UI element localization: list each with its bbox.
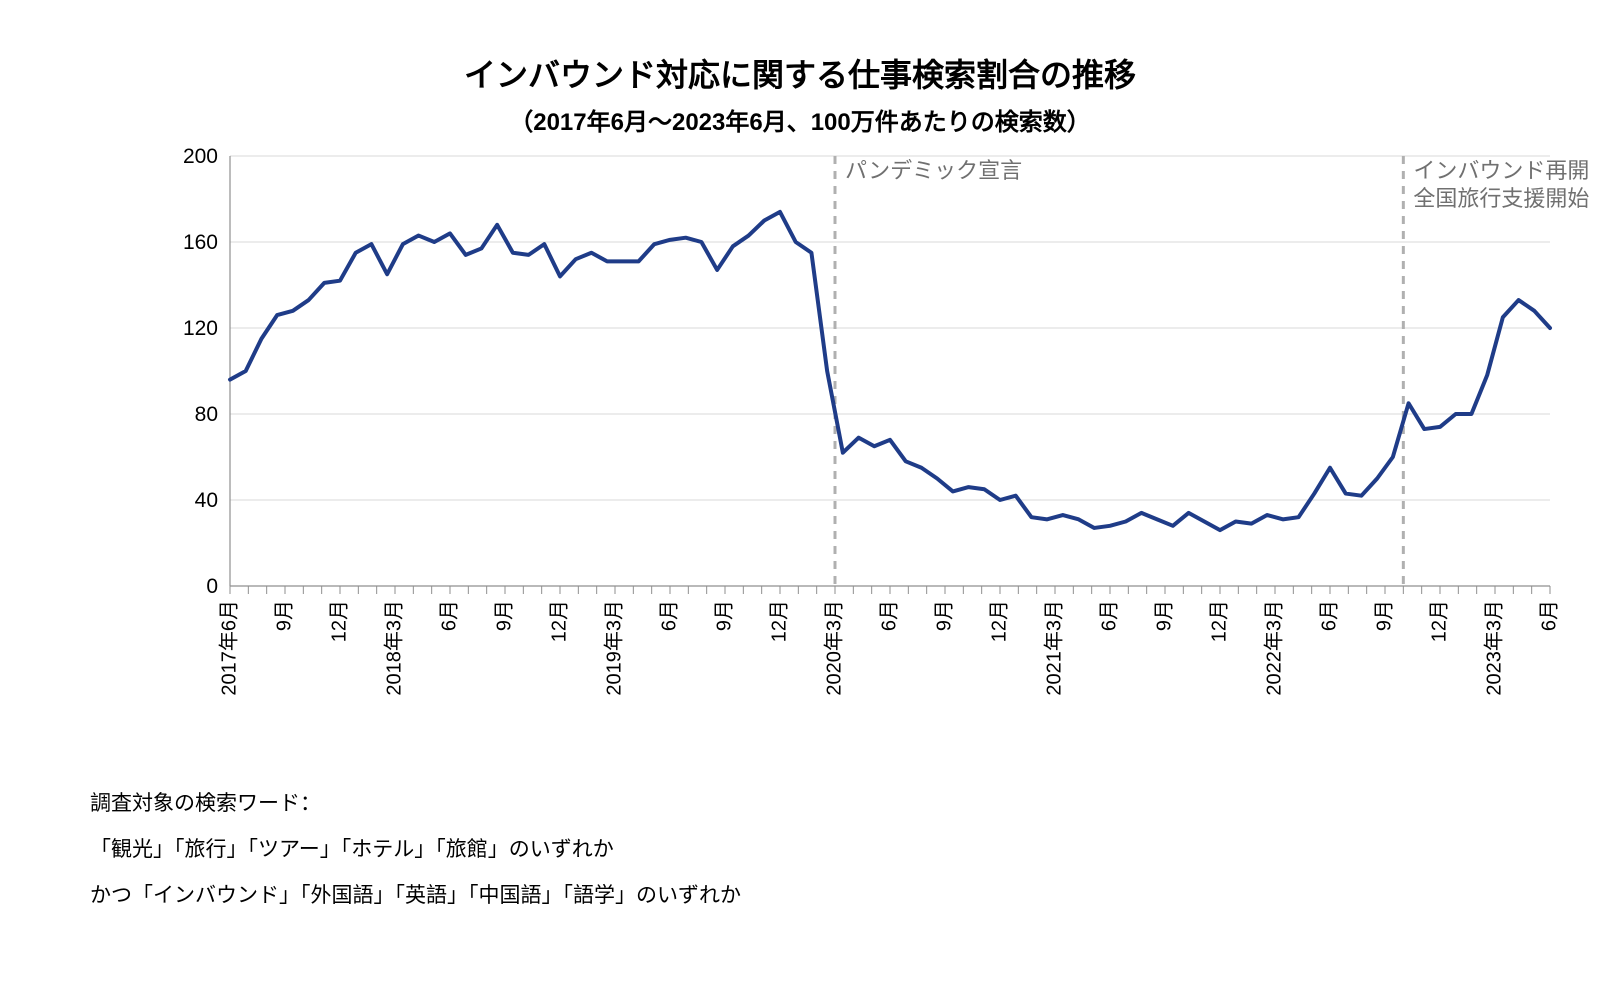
x-tick-label: 2023年3月 — [1482, 600, 1505, 696]
x-tick-label: 2020年3月 — [822, 600, 845, 696]
x-tick-label: 9月 — [933, 600, 955, 631]
x-tick-label: 12月 — [768, 600, 790, 642]
x-tick-label: 12月 — [1208, 600, 1230, 642]
x-tick-label: 9月 — [493, 600, 515, 631]
x-tick-label: 6月 — [1538, 600, 1560, 631]
y-tick-label: 120 — [183, 317, 218, 340]
x-tick-label: 2022年3月 — [1262, 600, 1285, 696]
chart-title: インバウンド対応に関する仕事検索割合の推移 — [60, 50, 1540, 96]
x-tick-label: 12月 — [548, 600, 570, 642]
x-tick-label: 6月 — [878, 600, 900, 631]
x-tick-label: 9月 — [273, 600, 295, 631]
chart-container: 040801201602002017年6月9月12月2018年3月6月9月12月… — [170, 151, 1520, 751]
event-marker-label: インバウンド再開 — [1413, 158, 1589, 183]
y-tick-label: 80 — [195, 403, 218, 426]
y-tick-label: 40 — [195, 489, 218, 512]
x-tick-label: 2018年3月 — [382, 600, 405, 696]
footnote-line: 「観光」「旅行」「ツアー」「ホテル」「旅館」のいずれか — [90, 827, 1540, 873]
footnotes: 調査対象の検索ワード： 「観光」「旅行」「ツアー」「ホテル」「旅館」のいずれか … — [90, 781, 1540, 920]
x-tick-label: 6月 — [658, 600, 680, 631]
x-tick-label: 6月 — [1098, 600, 1120, 631]
x-tick-label: 6月 — [1318, 600, 1340, 631]
x-tick-label: 12月 — [1428, 600, 1450, 642]
x-tick-label: 2017年6月 — [217, 600, 240, 696]
x-tick-label: 9月 — [1153, 600, 1175, 631]
x-tick-label: 2021年3月 — [1042, 600, 1065, 696]
event-marker-label: 全国旅行支援開始 — [1413, 186, 1589, 211]
y-tick-label: 160 — [183, 231, 218, 254]
event-marker-label: パンデミック宣言 — [845, 158, 1022, 183]
line-chart: 040801201602002017年6月9月12月2018年3月6月9月12月… — [170, 151, 1560, 746]
footnote-line: 調査対象の検索ワード： — [90, 781, 1540, 827]
x-tick-label: 9月 — [713, 600, 735, 631]
x-tick-label: 9月 — [1373, 600, 1395, 631]
y-tick-label: 0 — [206, 575, 218, 598]
page: インバウンド対応に関する仕事検索割合の推移 （2017年6月～2023年6月、1… — [0, 0, 1600, 992]
footnote-line: かつ「インバウンド」「外国語」「英語」「中国語」「語学」のいずれか — [90, 873, 1540, 919]
y-tick-label: 200 — [183, 145, 218, 168]
x-tick-label: 6月 — [438, 600, 460, 631]
chart-subtitle: （2017年6月～2023年6月、100万件あたりの検索数） — [60, 102, 1540, 137]
x-tick-label: 12月 — [988, 600, 1010, 642]
x-tick-label: 2019年3月 — [602, 600, 625, 696]
x-tick-label: 12月 — [328, 600, 350, 642]
